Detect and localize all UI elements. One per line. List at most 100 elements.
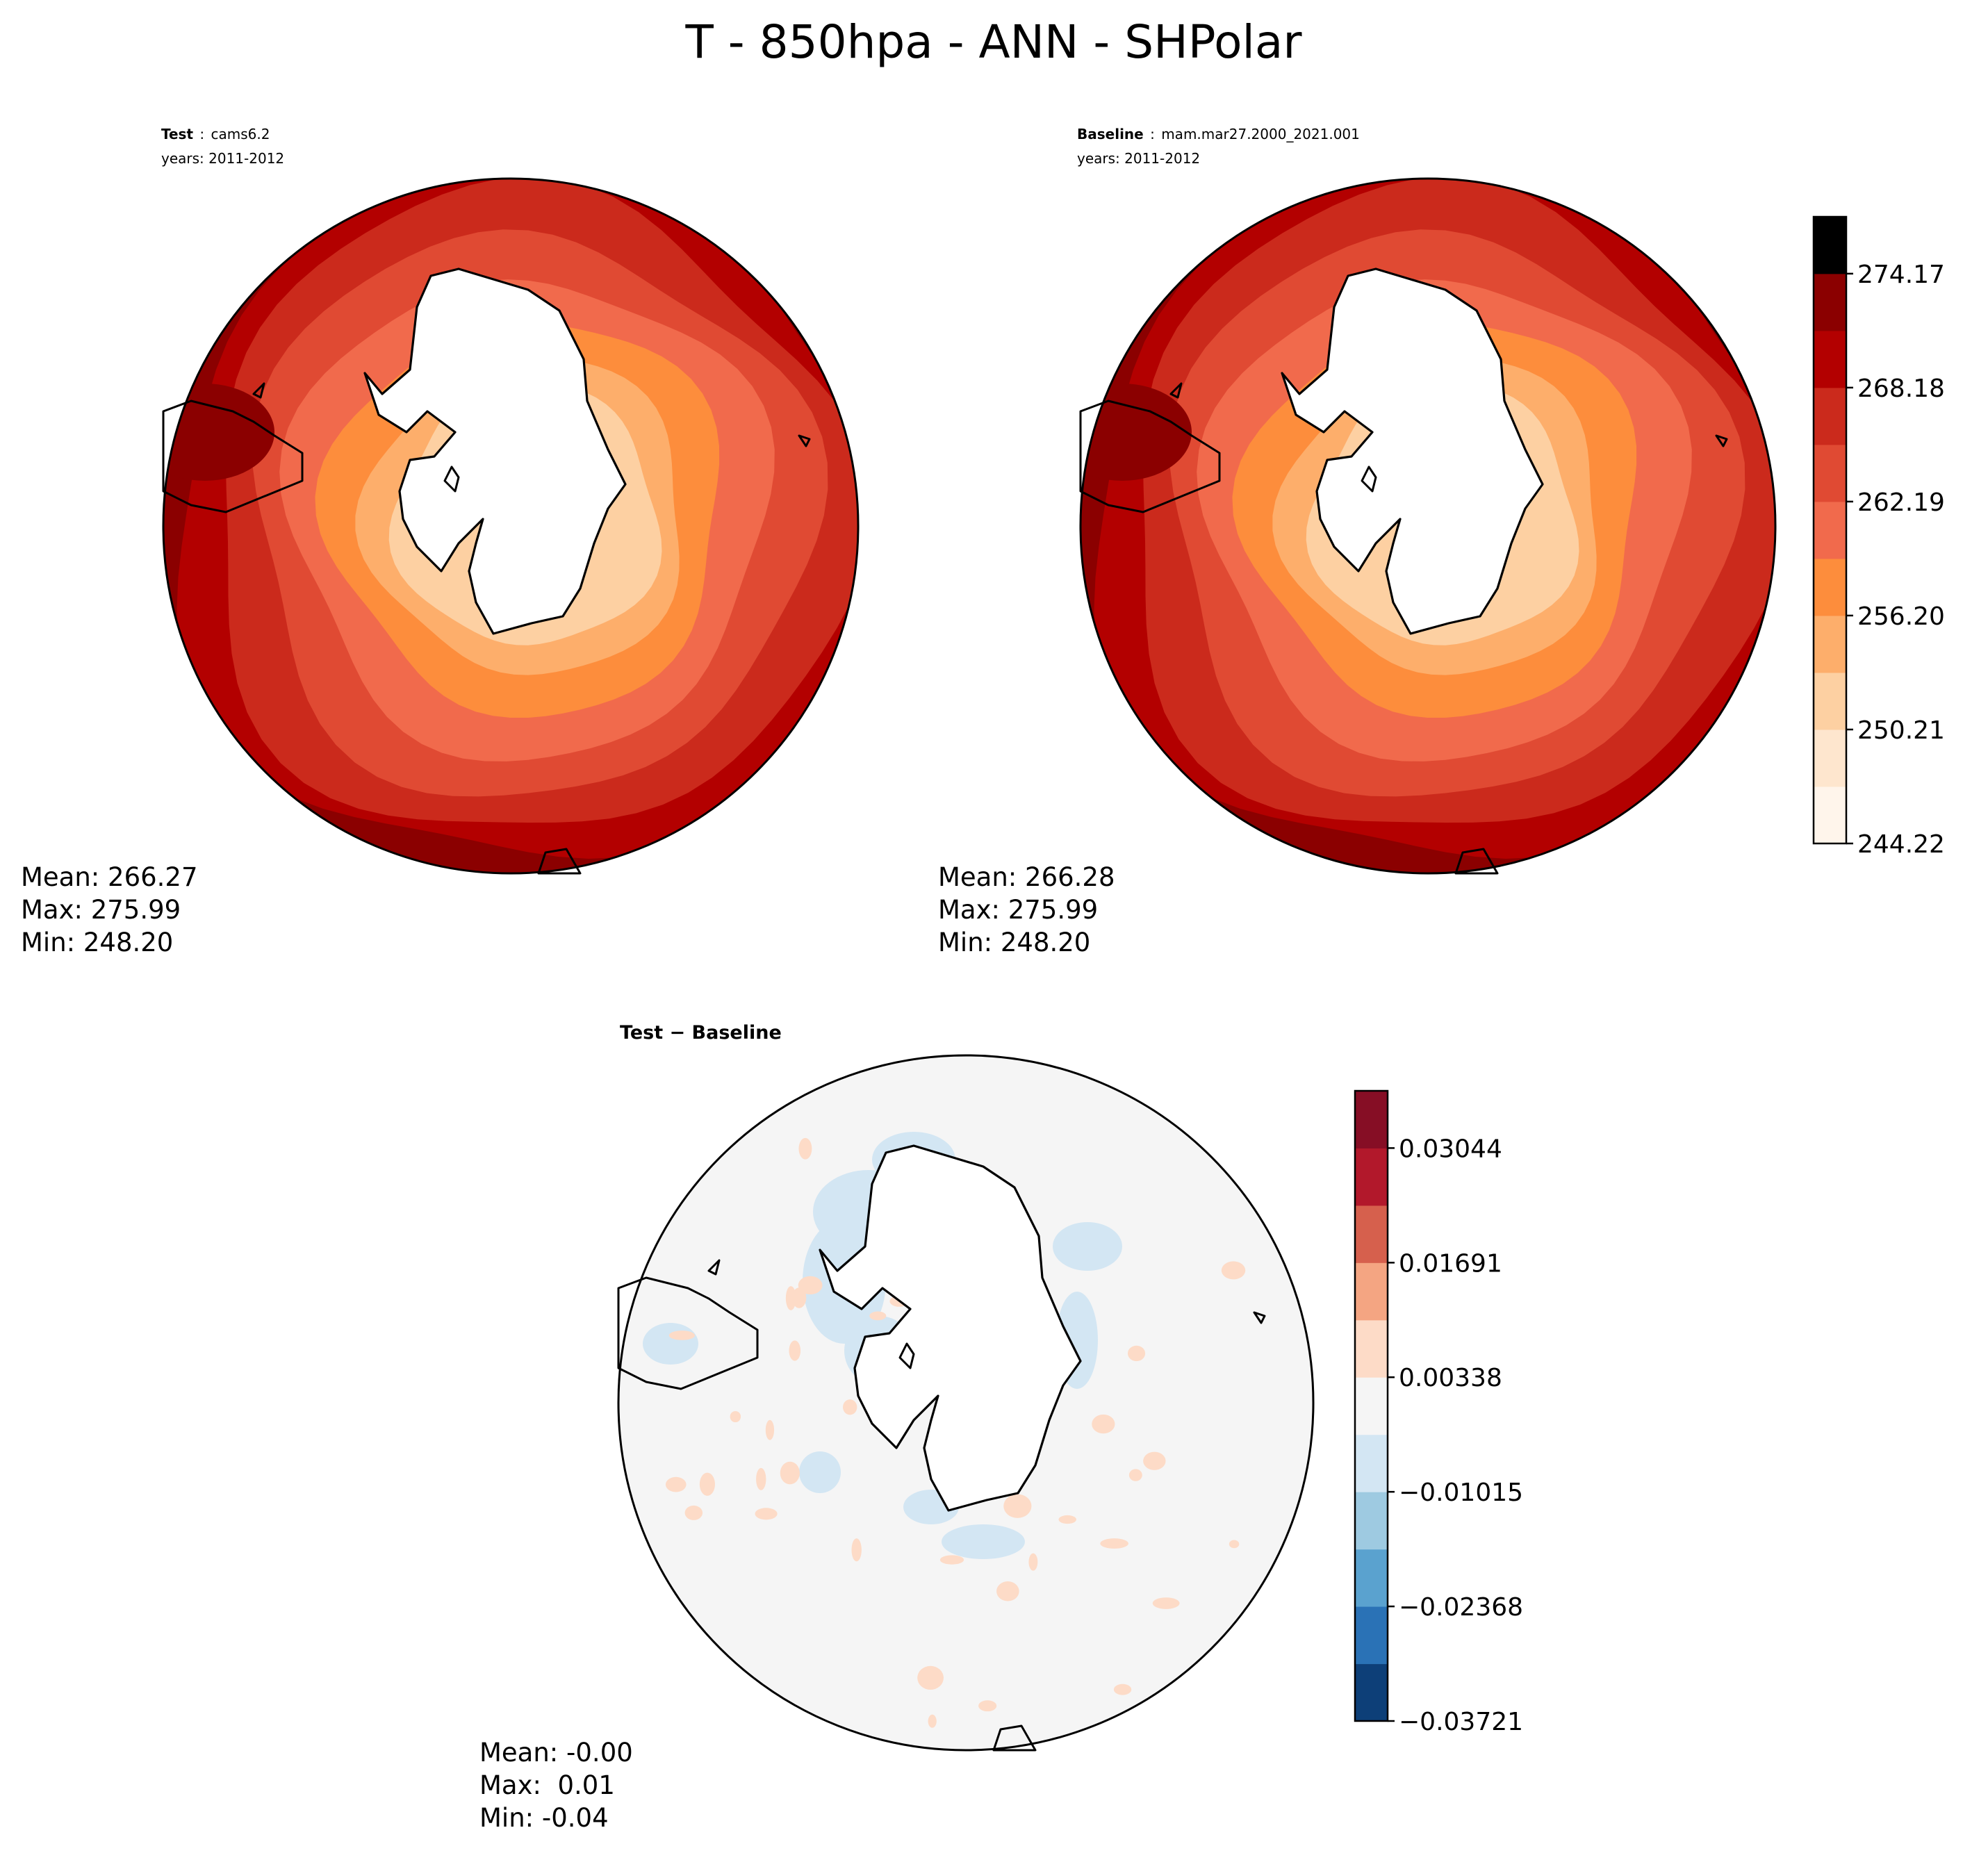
test-coastlines	[162, 267, 811, 875]
baseline-map	[1079, 177, 1777, 875]
test-map	[162, 177, 860, 875]
diff-positive-patch	[996, 1581, 1019, 1601]
diff-positive-patch	[684, 1505, 703, 1520]
colorbar-segment	[1814, 273, 1846, 331]
island-coastline	[898, 1342, 915, 1369]
diff-negative-patch	[643, 1323, 698, 1365]
diff-max: Max: 0.01	[479, 1770, 615, 1800]
colorbar-segment	[1355, 1377, 1388, 1435]
diff-positive-patch	[765, 1419, 775, 1440]
test-label-name: Test	[161, 126, 193, 142]
colorbar-frame	[1812, 215, 1848, 845]
diff-positive-patch	[798, 1137, 812, 1160]
island-coastline	[537, 848, 582, 875]
colorbar-segment	[1355, 1091, 1388, 1148]
island-coastline	[443, 466, 460, 493]
diff-positive-patch	[1128, 1469, 1142, 1481]
diff-positive-patch	[851, 1538, 862, 1562]
test-map-boundary	[162, 177, 860, 875]
baseline-max: Max: 275.99	[938, 895, 1098, 925]
diff-positive-patch	[1016, 1497, 1026, 1505]
island-coastline	[1169, 382, 1183, 399]
colorbar-segment	[1355, 1319, 1388, 1378]
colorbar-tick-label: 250.21	[1857, 716, 1945, 745]
diff-mean: Mean: -0.00	[479, 1738, 633, 1768]
colorbar-tick-label: −0.01015	[1399, 1479, 1523, 1507]
island-coastline	[1715, 434, 1728, 447]
diff-positive-patch	[798, 1276, 823, 1295]
diff-positive-patch	[1092, 1414, 1115, 1434]
colorbar-frame	[1354, 1089, 1389, 1722]
colorbar-tick-label: 274.17	[1857, 261, 1945, 289]
diff-positive-patch	[730, 1410, 741, 1423]
south-america-coastline	[617, 1276, 759, 1390]
baseline-map-boundary	[1079, 177, 1777, 875]
diff-positive-patch	[1221, 1261, 1246, 1280]
diff-positive-patch	[928, 1714, 937, 1728]
test-min: Min: 248.20	[21, 928, 173, 957]
colorbar-tick-label: −0.02368	[1399, 1593, 1523, 1622]
diff-positive-patch	[1143, 1451, 1166, 1470]
colorbar-segment	[1814, 615, 1846, 673]
diff-map-boundary	[617, 1054, 1315, 1752]
diff-map	[617, 1054, 1315, 1752]
diff-positive-patch	[785, 1286, 796, 1310]
diff-positive-patch	[939, 1555, 964, 1565]
antarctica-coastline	[819, 1144, 1082, 1512]
test-label-sep: :	[199, 126, 204, 142]
diff-positive-patch	[789, 1340, 801, 1361]
diff-negative-patch	[799, 1451, 841, 1493]
baseline-label-sep: :	[1150, 126, 1155, 142]
island-coastline	[252, 382, 265, 399]
diff-positive-patch	[1058, 1515, 1077, 1524]
colorbar-tick-label: 0.03044	[1399, 1135, 1502, 1163]
colorbar-tick-label: 0.00338	[1399, 1364, 1502, 1392]
diff-coastlines	[617, 1144, 1266, 1752]
diff-positive-patch	[755, 1508, 778, 1520]
colorbar-segment	[1814, 786, 1846, 844]
south-america-coastline	[162, 400, 304, 513]
island-coastline	[992, 1724, 1037, 1752]
colorbar-segment	[1814, 387, 1846, 445]
colorbar-segment	[1814, 501, 1846, 559]
colorbar-segment	[1814, 330, 1846, 388]
test-panel: Test : cams6.2 years: 2011-2012 Mean: 26…	[21, 126, 860, 957]
island-coastline	[798, 434, 811, 447]
island-coastline	[1454, 848, 1499, 875]
island-coastline	[1253, 1311, 1266, 1324]
antarctica-coastline	[1281, 267, 1544, 635]
baseline-coastlines	[1079, 267, 1728, 875]
test-panel-label: Test : cams6.2	[161, 126, 270, 142]
colorbar-segment	[1814, 558, 1846, 616]
baseline-label-value: mam.mar27.2000_2021.001	[1161, 126, 1360, 142]
absolute-colorbar: 244.22 250.21 256.20 262.19 268.18 274.17	[1812, 215, 1945, 859]
diff-positive-patch	[843, 1399, 857, 1415]
diff-positive-patch	[780, 1461, 800, 1485]
colorbar-segment	[1355, 1205, 1388, 1263]
test-mean: Mean: 266.27	[21, 862, 198, 892]
figure-title: T - 850hpa - ANN - SHPolar	[685, 15, 1303, 69]
colorbar-segment	[1355, 1434, 1388, 1492]
baseline-panel-label: Baseline : mam.mar27.2000_2021.001	[1077, 126, 1360, 142]
colorbar-tick-label: 268.18	[1857, 374, 1945, 403]
colorbar-segment	[1814, 729, 1846, 787]
colorbar-tick-label: −0.03721	[1399, 1708, 1523, 1736]
antarctica-coastline	[363, 267, 627, 635]
diff-positive-patch	[1003, 1494, 1032, 1518]
diff-positive-patch	[665, 1476, 687, 1492]
diff-positive-patch	[978, 1700, 997, 1712]
colorbar-segment	[1814, 217, 1846, 274]
diff-positive-patch	[1229, 1540, 1240, 1549]
diff-positive-patch	[1028, 1553, 1038, 1571]
colorbar-segment	[1355, 1663, 1388, 1722]
diff-positive-patch	[756, 1467, 766, 1490]
diff-positive-patch	[1127, 1345, 1146, 1362]
colorbar-tick-label: 0.01691	[1399, 1249, 1502, 1278]
diff-positive-patch	[869, 1311, 887, 1321]
diff-positive-patch	[1100, 1538, 1128, 1549]
diff-min: Min: -0.04	[479, 1803, 609, 1833]
diff-positive-patch	[1152, 1597, 1180, 1609]
colorbar-segment	[1355, 1549, 1388, 1607]
baseline-mean: Mean: 266.28	[938, 862, 1115, 892]
